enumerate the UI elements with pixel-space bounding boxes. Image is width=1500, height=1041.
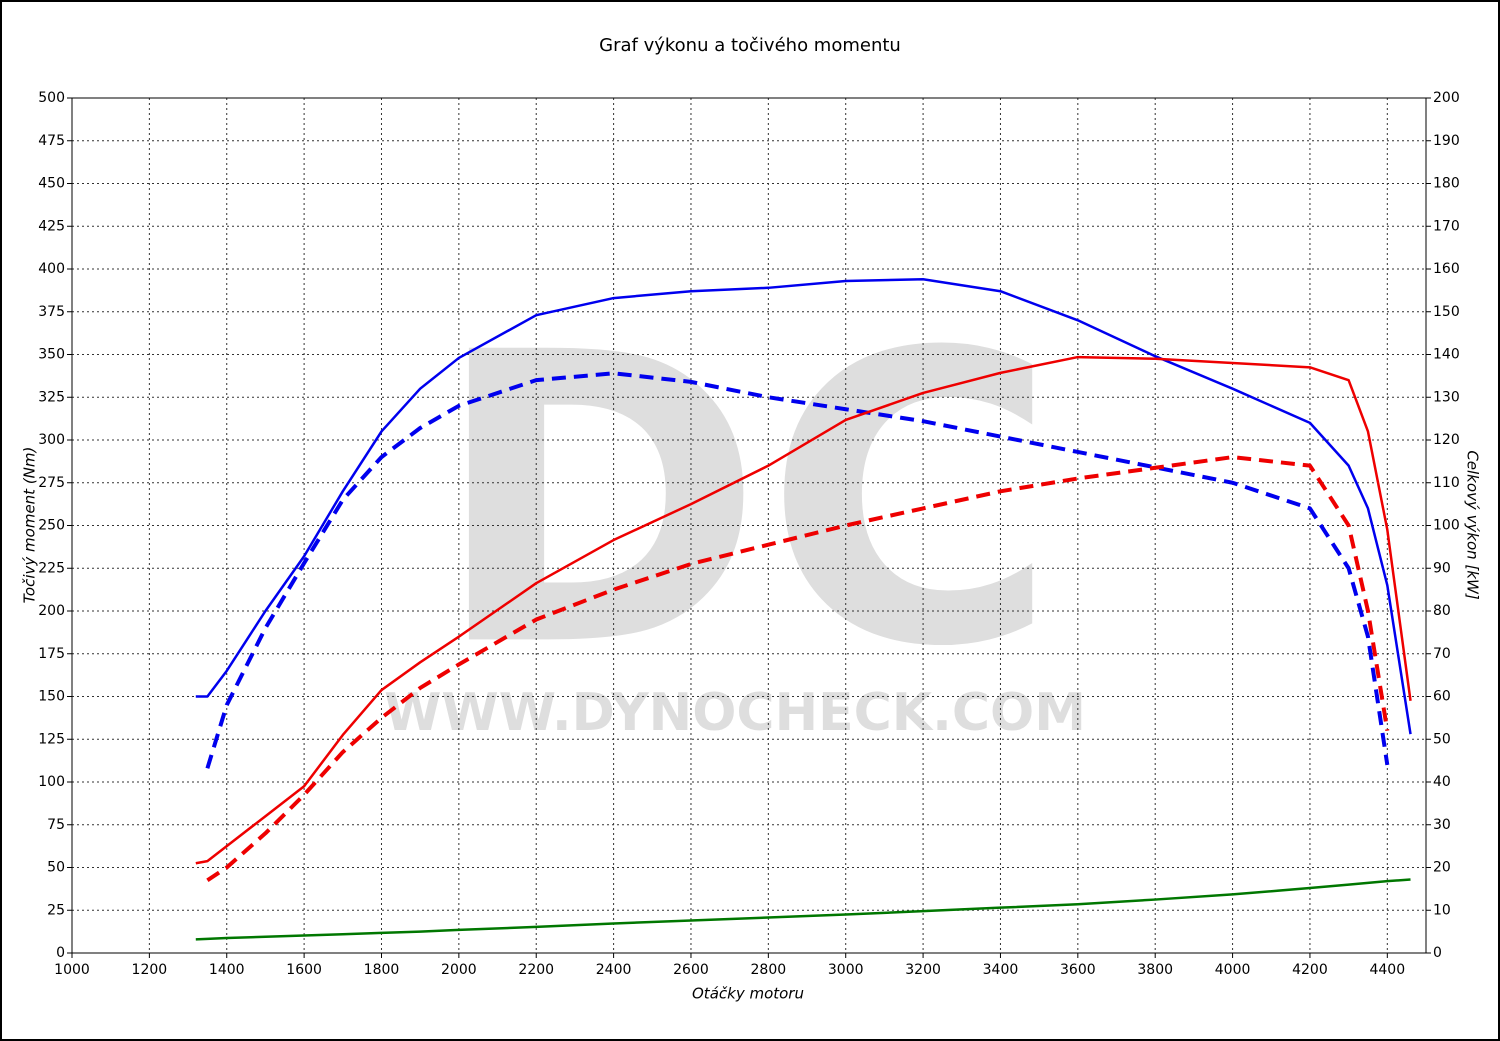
y-tick-label: 100	[38, 774, 65, 790]
y-tick-label: 425	[38, 218, 65, 234]
y-tick-label: 325	[38, 389, 65, 405]
y2-tick-label: 90	[1433, 560, 1451, 576]
x-tick-label: 2000	[441, 962, 477, 978]
y2-tick-label: 100	[1433, 518, 1460, 534]
y2-tick-label: 160	[1433, 261, 1460, 277]
y-tick-label: 250	[38, 518, 65, 534]
y2-tick-label: 20	[1433, 860, 1451, 876]
y2-tick-label: 200	[1433, 90, 1460, 106]
x-tick-label: 3000	[828, 962, 864, 978]
x-tick-label: 2400	[596, 962, 632, 978]
y2-tick-label: 0	[1433, 945, 1442, 961]
plot-border	[71, 97, 1427, 954]
y2-tick-label: 30	[1433, 817, 1451, 833]
x-tick-label: 1200	[132, 962, 168, 978]
y2-tick-label: 70	[1433, 646, 1451, 662]
y2-tick-label: 180	[1433, 176, 1460, 192]
watermark-logo: DC	[432, 269, 1058, 734]
y2-tick-label: 170	[1433, 218, 1460, 234]
y2-tick-label: 60	[1433, 689, 1451, 705]
series-line	[195, 355, 1412, 865]
y-tick-label: 275	[38, 475, 65, 491]
x-tick-label: 2600	[673, 962, 709, 978]
x-tick-label: 1800	[364, 962, 400, 978]
y-axis-label: Točivý moment (Nm)	[21, 447, 39, 604]
y-tick-label: 475	[38, 133, 65, 149]
y2-tick-label: 190	[1433, 133, 1460, 149]
y2-tick-label: 110	[1433, 475, 1460, 491]
series-line	[195, 878, 1411, 941]
y2-tick-label: 50	[1433, 731, 1451, 747]
x-tick-label: 1000	[54, 962, 90, 978]
x-tick-label: 4400	[1369, 962, 1405, 978]
x-tick-label: 2200	[518, 962, 554, 978]
x-tick-label: 1400	[209, 962, 245, 978]
x-tick-label: 3200	[905, 962, 941, 978]
y-tick-label: 375	[38, 304, 65, 320]
y-tick-label: 175	[38, 646, 65, 662]
y-tick-label: 450	[38, 176, 65, 192]
y2-tick-label: 120	[1433, 432, 1460, 448]
y2-tick-label: 150	[1433, 304, 1460, 320]
chart-title: Graf výkonu a točivého momentu	[599, 35, 901, 56]
y-tick-label: 300	[38, 432, 65, 448]
watermark-url: WWW.DYNOCHECK.COM	[384, 683, 1086, 743]
x-tick-label: 1600	[286, 962, 322, 978]
y-tick-label: 500	[38, 90, 65, 106]
y-tick-label: 50	[47, 860, 65, 876]
y2-tick-label: 10	[1433, 902, 1451, 918]
y-tick-label: 150	[38, 689, 65, 705]
y-tick-label: 400	[38, 261, 65, 277]
y-tick-label: 200	[38, 603, 65, 619]
x-tick-label: 4000	[1215, 962, 1251, 978]
x-tick-label: 4200	[1292, 962, 1328, 978]
y2-tick-label: 80	[1433, 603, 1451, 619]
y2-axis-label: Celkový výkon [kW]	[1464, 450, 1482, 600]
series-line	[205, 371, 1390, 769]
y2-tick-label: 140	[1433, 347, 1460, 363]
y-tick-label: 225	[38, 560, 65, 576]
x-tick-label: 2800	[751, 962, 787, 978]
y-tick-label: 0	[56, 945, 65, 961]
series-line	[206, 455, 1390, 882]
y-tick-label: 125	[38, 731, 65, 747]
x-tick-label: 3600	[1060, 962, 1096, 978]
y-tick-label: 25	[47, 902, 65, 918]
x-axis-label: Otáčky motoru	[692, 985, 804, 1003]
y-tick-label: 350	[38, 347, 65, 363]
y2-tick-label: 40	[1433, 774, 1451, 790]
y-tick-label: 75	[47, 817, 65, 833]
x-tick-label: 3800	[1137, 962, 1173, 978]
x-tick-label: 3400	[983, 962, 1019, 978]
y2-tick-label: 130	[1433, 389, 1460, 405]
series-line	[195, 278, 1412, 735]
